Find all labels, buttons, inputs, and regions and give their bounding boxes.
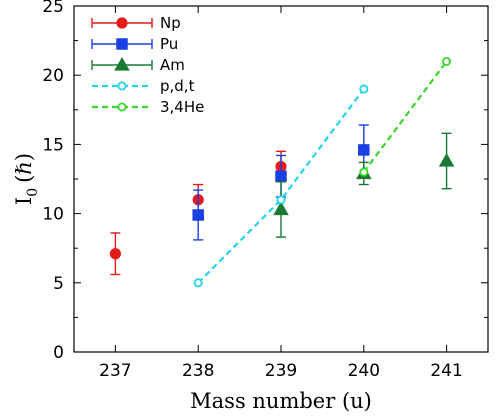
y-axis-title: I0 (ℏ) xyxy=(12,153,41,205)
x-tick-label: 237 xyxy=(99,361,131,381)
x-tick-label: 238 xyxy=(182,361,214,381)
legend-marker xyxy=(117,102,127,112)
data-point xyxy=(193,278,203,288)
legend-marker xyxy=(114,56,130,71)
x-tick-label: 239 xyxy=(265,361,297,381)
legend-entry: p,d,t xyxy=(92,77,195,95)
series-pu xyxy=(192,124,370,241)
legend-label: Am xyxy=(160,56,185,74)
legend-label: Np xyxy=(160,14,181,32)
x-tick-label: 240 xyxy=(348,361,380,381)
data-point xyxy=(276,195,286,205)
series-line xyxy=(362,60,448,173)
legend-label: p,d,t xyxy=(160,77,195,95)
y-tick-label: 5 xyxy=(53,274,64,294)
y-axis-title-subscript: 0 xyxy=(25,188,41,197)
data-point xyxy=(275,170,287,182)
series-3-4he xyxy=(359,56,452,177)
legend-entry: Pu xyxy=(91,35,178,53)
legend: Np Pu Am p,d,t 3,4He xyxy=(91,14,204,116)
legend-marker xyxy=(116,38,128,50)
data-point xyxy=(358,144,370,156)
y-tick-label: 10 xyxy=(42,205,64,225)
data-point xyxy=(359,84,369,94)
y-axis-title-unit: (ℏ) xyxy=(12,153,36,183)
x-axis-title: Mass number (u) xyxy=(190,389,372,413)
legend-entry: Np xyxy=(91,14,181,32)
y-tick-label: 0 xyxy=(53,343,64,363)
data-point xyxy=(442,56,452,66)
plot-marks xyxy=(109,56,455,288)
legend-label: Pu xyxy=(160,35,178,53)
y-tick-label: 20 xyxy=(42,66,64,86)
legend-marker xyxy=(117,81,127,91)
data-point xyxy=(273,201,289,216)
axis-ticks: 237 238 239 240 241 0 5 10 15 20 25 xyxy=(42,0,488,381)
data-point xyxy=(359,167,369,177)
legend-entry: 3,4He xyxy=(92,98,204,116)
y-tick-label: 25 xyxy=(42,0,64,17)
y-tick-label: 15 xyxy=(42,135,64,155)
data-point xyxy=(192,209,204,221)
y-axis-title-main: I xyxy=(12,197,36,205)
data-point xyxy=(438,152,455,167)
legend-entry: Am xyxy=(91,56,185,74)
x-tick-label: 241 xyxy=(430,361,462,381)
series-p-d-t xyxy=(193,84,369,288)
legend-marker xyxy=(116,17,128,29)
data-point xyxy=(109,248,122,260)
legend-label: 3,4He xyxy=(160,98,204,116)
